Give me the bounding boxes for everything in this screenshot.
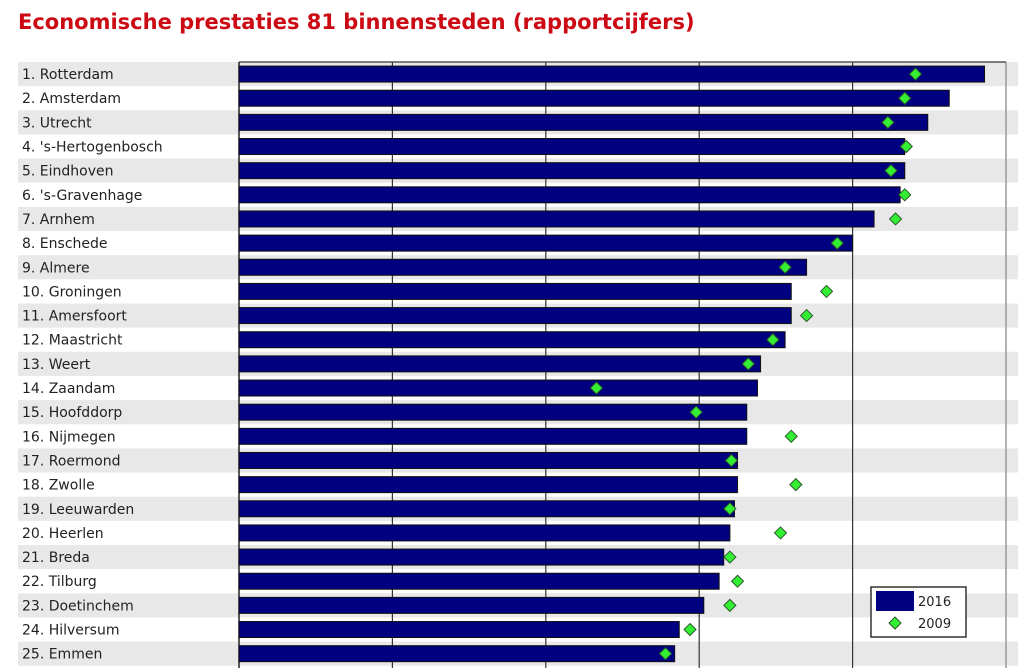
category-label: 22. Tilburg [22, 574, 97, 590]
bar-2016 [238, 307, 792, 325]
bar-2016 [238, 524, 731, 542]
marker-2009 [723, 598, 737, 613]
bar-2016 [238, 596, 705, 614]
legend-marker-2009 [888, 616, 902, 630]
category-label: 17. Roermond [22, 453, 120, 469]
bar-2016 [238, 621, 680, 639]
bar-2016 [238, 65, 986, 83]
category-label: 25. Emmen [22, 647, 102, 663]
marker-2009 [799, 308, 814, 323]
marker-2009 [730, 574, 745, 588]
category-label: 7. Arnhem [22, 212, 95, 228]
marker-2009 [784, 429, 798, 444]
legend-label-2016: 2016 [918, 595, 951, 610]
category-label: 20. Heerlen [22, 526, 104, 542]
marker-2009 [884, 163, 898, 178]
marker-2009 [723, 502, 737, 516]
category-label: 18. Zwolle [22, 478, 95, 494]
bar-2016 [238, 89, 950, 107]
marker-2009 [789, 477, 803, 492]
bar-2016 [238, 113, 929, 131]
category-label: 3. Utrecht [22, 115, 92, 131]
category-label: 9. Almere [22, 260, 90, 276]
category-label: 14. Zaandam [22, 381, 115, 397]
category-label: 16. Nijmegen [22, 429, 116, 445]
marker-2009 [899, 139, 913, 154]
legend-swatch-2016 [876, 591, 914, 611]
marker-2009 [898, 188, 912, 202]
bar-2016 [238, 379, 758, 397]
marker-2009 [741, 357, 755, 371]
bar-2016 [238, 476, 739, 494]
category-label: 10. Groningen [22, 284, 122, 300]
marker-2009 [766, 333, 780, 347]
marker-2009 [888, 212, 903, 226]
category-label: 15. Hoofddorp [22, 405, 122, 421]
marker-2009 [723, 550, 737, 564]
chart-title: Economische prestaties 81 binnensteden (… [18, 10, 695, 34]
category-label: 11. Amersfoort [22, 309, 127, 325]
category-label: 1. Rotterdam [22, 67, 114, 83]
category-label: 13. Weert [22, 357, 91, 373]
category-label: 23. Doetinchem [22, 598, 134, 614]
marker-2009 [683, 622, 697, 637]
bar-2016 [238, 258, 808, 276]
bar-2016 [238, 234, 854, 252]
category-label: 24. Hilversum [22, 623, 119, 639]
marker-2009 [819, 284, 834, 299]
marker-2009 [830, 236, 844, 250]
category-label: 21. Breda [22, 550, 90, 566]
category-label: 19. Leeuwarden [22, 502, 134, 518]
category-label: 4. 's-Hertogenbosch [22, 140, 163, 156]
marker-2009 [689, 405, 703, 419]
bar-2016 [238, 186, 901, 204]
marker-2009 [881, 115, 895, 130]
bar-2016 [238, 403, 748, 421]
marker-2009 [908, 67, 923, 81]
marker-2009 [778, 260, 792, 274]
bar-2016 [238, 548, 725, 566]
category-label: 5. Eindhoven [22, 164, 114, 180]
bar-2016 [238, 282, 792, 300]
bar-2016 [238, 500, 735, 518]
bar-2016 [238, 138, 906, 156]
bar-2016 [238, 572, 720, 590]
bar-2016 [238, 427, 748, 445]
bar-2016 [238, 645, 676, 663]
legend-label-2009: 2009 [918, 617, 951, 632]
bar-2016 [238, 451, 739, 469]
category-label: 12. Maastricht [22, 333, 123, 349]
marker-2009 [658, 646, 673, 661]
bar-2016 [238, 331, 786, 349]
category-label: 2. Amsterdam [22, 91, 121, 107]
marker-2009 [724, 453, 739, 468]
bar-2016 [238, 162, 906, 180]
marker-2009 [898, 91, 912, 105]
bar-2016 [238, 355, 762, 373]
marker-2009 [589, 381, 604, 395]
category-label: 8. Enschede [22, 236, 108, 252]
marker-2009 [773, 526, 788, 540]
bar-2016 [238, 210, 875, 228]
category-label: 6. 's-Gravenhage [22, 188, 142, 204]
